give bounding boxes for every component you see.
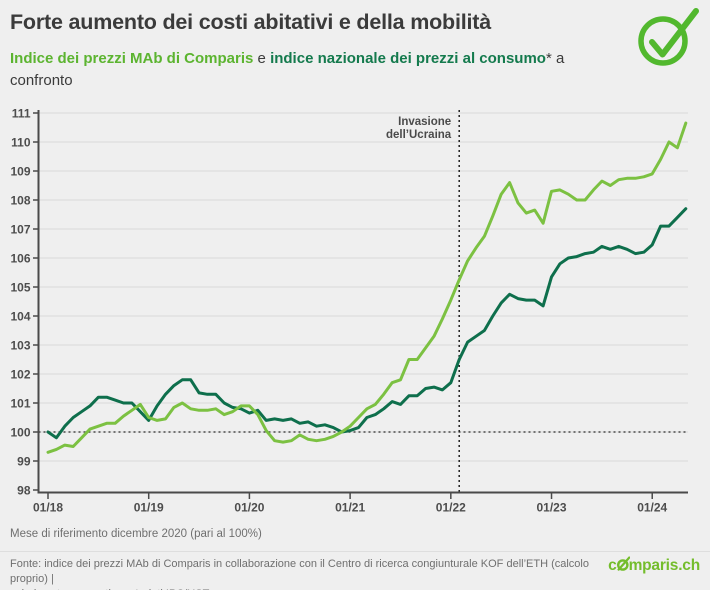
legend-cpi-label: indice nazionale dei prezzi al consumo bbox=[270, 50, 546, 67]
y-tick-label: 99 bbox=[17, 455, 31, 469]
footer-divider bbox=[0, 551, 710, 552]
x-tick-label: 01/22 bbox=[436, 501, 466, 515]
y-tick-label: 106 bbox=[10, 252, 30, 266]
y-tick-label: 98 bbox=[17, 484, 31, 498]
series-line bbox=[46, 207, 688, 440]
y-tick-label: 100 bbox=[10, 426, 30, 440]
y-tick-label: 107 bbox=[10, 223, 30, 237]
source-line2: valori contrassegnati con *: dati IPC/US… bbox=[10, 587, 610, 590]
y-tick-label: 103 bbox=[10, 339, 30, 353]
y-tick-label: 108 bbox=[10, 194, 30, 208]
check-circle-icon bbox=[634, 6, 702, 73]
legend-separator: e bbox=[253, 50, 271, 67]
source-note: Fonte: indice dei prezzi MAb di Comparis… bbox=[10, 557, 610, 590]
y-tick-label: 105 bbox=[10, 281, 30, 295]
y-tick-label: 109 bbox=[10, 165, 30, 179]
annotation-line1: Invasione bbox=[398, 116, 451, 128]
legend-suffix: * a bbox=[545, 50, 565, 67]
reference-note: Mese di riferimento dicembre 2020 (pari … bbox=[10, 528, 262, 540]
chart-subtitle-legend: Indice dei prezzi MAb di Comparis e indi… bbox=[10, 48, 650, 92]
y-tick-label: 110 bbox=[11, 136, 31, 150]
logo-text-post: mparis.ch bbox=[628, 557, 701, 574]
y-tick-label: 101 bbox=[10, 397, 30, 411]
subtitle-line2: confronto bbox=[10, 72, 73, 89]
comparis-o-slash-icon bbox=[616, 556, 630, 571]
x-tick-label: 01/24 bbox=[637, 501, 667, 515]
logo-text-pre: c bbox=[608, 557, 617, 574]
x-tick-label: 01/23 bbox=[537, 501, 567, 515]
legend-mab-label: Indice dei prezzi MAb di Comparis bbox=[10, 50, 254, 67]
y-tick-label: 104 bbox=[10, 310, 30, 324]
source-line1: Fonte: indice dei prezzi MAb di Comparis… bbox=[10, 558, 589, 585]
x-tick-label: 01/18 bbox=[33, 501, 63, 515]
y-tick-label: 111 bbox=[12, 107, 31, 121]
annotation-line2: dell’Ucraina bbox=[386, 129, 452, 141]
x-tick-label: 01/20 bbox=[234, 501, 264, 515]
y-tick-label: 102 bbox=[10, 368, 30, 382]
x-tick-label: 01/21 bbox=[335, 501, 365, 515]
comparis-logo: c mparis.ch bbox=[608, 556, 700, 575]
x-tick-label: 01/19 bbox=[134, 501, 164, 515]
page-title: Forte aumento dei costi abitativi e dell… bbox=[10, 10, 492, 34]
series-line bbox=[46, 121, 688, 454]
